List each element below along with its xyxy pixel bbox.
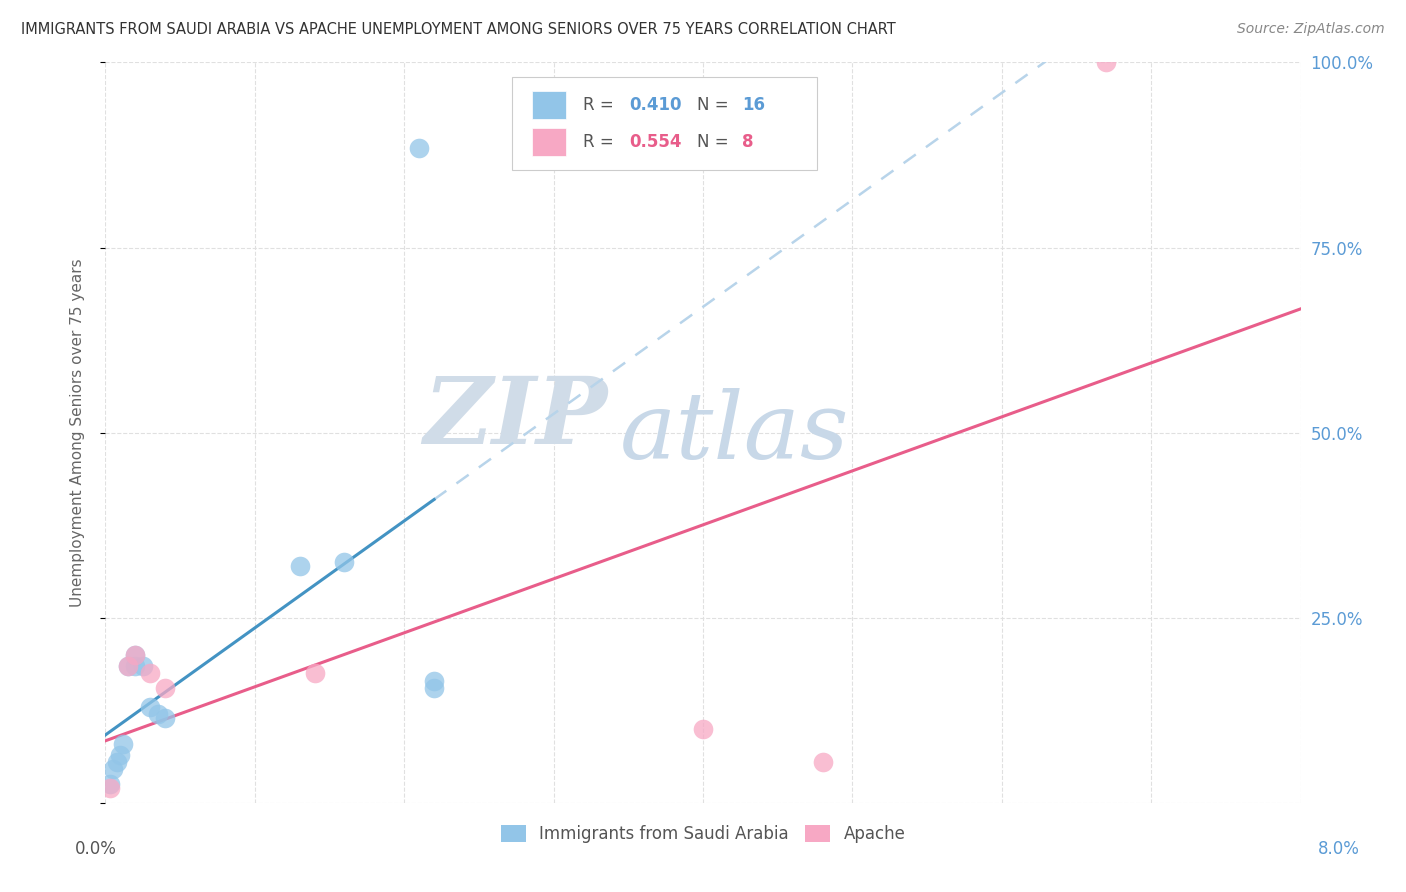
Point — [98, 777, 121, 791]
Point — [139, 699, 162, 714]
Text: ZIP: ZIP — [423, 373, 607, 463]
Legend: Immigrants from Saudi Arabia, Apache: Immigrants from Saudi Arabia, Apache — [494, 819, 912, 850]
Point — [124, 658, 146, 673]
Text: 16: 16 — [742, 95, 765, 113]
Text: R =: R = — [583, 95, 620, 113]
Point — [423, 673, 446, 688]
Point — [423, 681, 446, 695]
Point — [153, 681, 177, 695]
Point — [153, 711, 177, 725]
Point — [146, 706, 169, 721]
Point — [124, 648, 146, 662]
Point — [117, 658, 139, 673]
Point — [110, 747, 132, 762]
Point — [117, 658, 139, 673]
Text: N =: N = — [697, 133, 734, 151]
Text: IMMIGRANTS FROM SAUDI ARABIA VS APACHE UNEMPLOYMENT AMONG SENIORS OVER 75 YEARS : IMMIGRANTS FROM SAUDI ARABIA VS APACHE U… — [21, 22, 896, 37]
Point — [139, 666, 162, 681]
Text: 8.0%: 8.0% — [1317, 840, 1360, 858]
Bar — [531, 91, 565, 119]
Point — [1095, 55, 1118, 70]
FancyBboxPatch shape — [512, 78, 817, 169]
Text: N =: N = — [697, 95, 734, 113]
Text: 8: 8 — [742, 133, 754, 151]
Bar — [531, 128, 565, 156]
Text: 0.0%: 0.0% — [75, 840, 117, 858]
Point — [288, 558, 311, 573]
Y-axis label: Unemployment Among Seniors over 75 years: Unemployment Among Seniors over 75 years — [70, 259, 84, 607]
Text: 0.410: 0.410 — [628, 95, 682, 113]
Point — [132, 658, 155, 673]
Point — [304, 666, 326, 681]
Text: 0.554: 0.554 — [628, 133, 682, 151]
Text: R =: R = — [583, 133, 620, 151]
Point — [811, 755, 834, 769]
Point — [124, 648, 146, 662]
Point — [408, 140, 430, 154]
Point — [692, 722, 714, 736]
Point — [112, 737, 135, 751]
Point — [333, 555, 356, 569]
Point — [107, 755, 129, 769]
Point — [98, 780, 121, 795]
Text: Source: ZipAtlas.com: Source: ZipAtlas.com — [1237, 22, 1385, 37]
Text: atlas: atlas — [619, 388, 849, 477]
Point — [101, 763, 124, 777]
